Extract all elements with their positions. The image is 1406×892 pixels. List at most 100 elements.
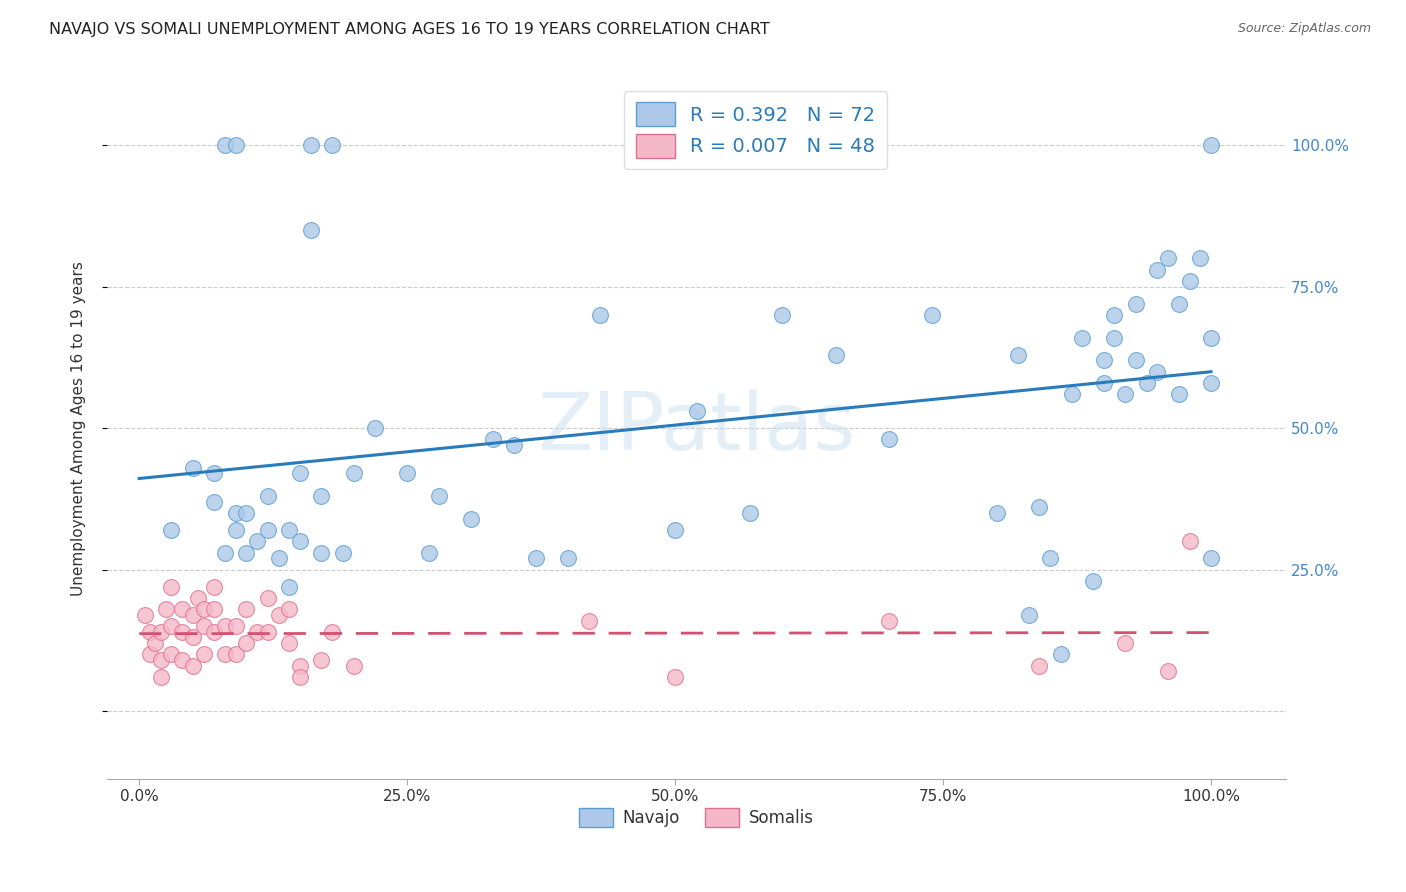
Point	[503, 438, 526, 452]
Point	[1007, 348, 1029, 362]
Point	[1028, 658, 1050, 673]
Point	[214, 648, 236, 662]
Point	[1092, 353, 1115, 368]
Point	[311, 489, 333, 503]
Point	[1028, 500, 1050, 515]
Point	[143, 636, 166, 650]
Point	[524, 551, 547, 566]
Point	[1081, 574, 1104, 588]
Point	[342, 467, 364, 481]
Point	[1199, 551, 1222, 566]
Point	[482, 433, 505, 447]
Point	[321, 138, 343, 153]
Point	[321, 624, 343, 639]
Point	[160, 648, 183, 662]
Point	[202, 602, 225, 616]
Point	[418, 546, 440, 560]
Point	[1104, 308, 1126, 322]
Point	[181, 460, 204, 475]
Point	[1125, 353, 1147, 368]
Point	[149, 670, 172, 684]
Point	[685, 404, 707, 418]
Point	[1167, 296, 1189, 310]
Point	[557, 551, 579, 566]
Point	[235, 546, 257, 560]
Y-axis label: Unemployment Among Ages 16 to 19 years: Unemployment Among Ages 16 to 19 years	[72, 260, 86, 596]
Point	[1178, 534, 1201, 549]
Point	[1136, 376, 1159, 390]
Point	[1157, 665, 1180, 679]
Point	[1125, 296, 1147, 310]
Point	[578, 614, 600, 628]
Point	[139, 648, 162, 662]
Point	[246, 624, 269, 639]
Point	[181, 631, 204, 645]
Point	[1050, 648, 1073, 662]
Point	[134, 607, 156, 622]
Point	[267, 607, 290, 622]
Point	[202, 467, 225, 481]
Point	[181, 658, 204, 673]
Point	[160, 580, 183, 594]
Point	[342, 658, 364, 673]
Point	[1157, 252, 1180, 266]
Point	[770, 308, 793, 322]
Point	[1060, 387, 1083, 401]
Point	[311, 653, 333, 667]
Text: ZIPatlas: ZIPatlas	[537, 389, 856, 467]
Point	[460, 511, 482, 525]
Point	[1146, 365, 1168, 379]
Point	[664, 523, 686, 537]
Point	[246, 534, 269, 549]
Point	[824, 348, 846, 362]
Point	[155, 602, 177, 616]
Point	[160, 619, 183, 633]
Point	[202, 580, 225, 594]
Point	[225, 648, 247, 662]
Point	[1114, 636, 1136, 650]
Point	[332, 546, 354, 560]
Point	[1199, 376, 1222, 390]
Point	[879, 614, 901, 628]
Point	[1189, 252, 1212, 266]
Point	[1167, 387, 1189, 401]
Point	[235, 602, 257, 616]
Point	[1178, 274, 1201, 288]
Point	[879, 433, 901, 447]
Point	[235, 506, 257, 520]
Point	[986, 506, 1008, 520]
Text: NAVAJO VS SOMALI UNEMPLOYMENT AMONG AGES 16 TO 19 YEARS CORRELATION CHART: NAVAJO VS SOMALI UNEMPLOYMENT AMONG AGES…	[49, 22, 770, 37]
Point	[172, 653, 194, 667]
Point	[256, 523, 278, 537]
Point	[214, 138, 236, 153]
Point	[225, 138, 247, 153]
Point	[1114, 387, 1136, 401]
Point	[267, 551, 290, 566]
Point	[278, 580, 301, 594]
Point	[256, 591, 278, 605]
Point	[256, 489, 278, 503]
Point	[160, 523, 183, 537]
Point	[278, 636, 301, 650]
Point	[1071, 331, 1094, 345]
Point	[364, 421, 387, 435]
Point	[187, 591, 209, 605]
Point	[172, 602, 194, 616]
Point	[278, 602, 301, 616]
Point	[1199, 138, 1222, 153]
Point	[396, 467, 419, 481]
Point	[664, 670, 686, 684]
Point	[149, 624, 172, 639]
Point	[311, 546, 333, 560]
Point	[256, 624, 278, 639]
Point	[1039, 551, 1062, 566]
Point	[202, 494, 225, 508]
Point	[139, 624, 162, 639]
Point	[1199, 331, 1222, 345]
Point	[288, 534, 311, 549]
Text: Source: ZipAtlas.com: Source: ZipAtlas.com	[1237, 22, 1371, 36]
Point	[225, 619, 247, 633]
Point	[288, 658, 311, 673]
Point	[1146, 262, 1168, 277]
Point	[202, 624, 225, 639]
